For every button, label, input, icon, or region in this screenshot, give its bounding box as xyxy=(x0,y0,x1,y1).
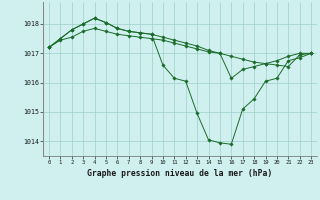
X-axis label: Graphe pression niveau de la mer (hPa): Graphe pression niveau de la mer (hPa) xyxy=(87,169,273,178)
